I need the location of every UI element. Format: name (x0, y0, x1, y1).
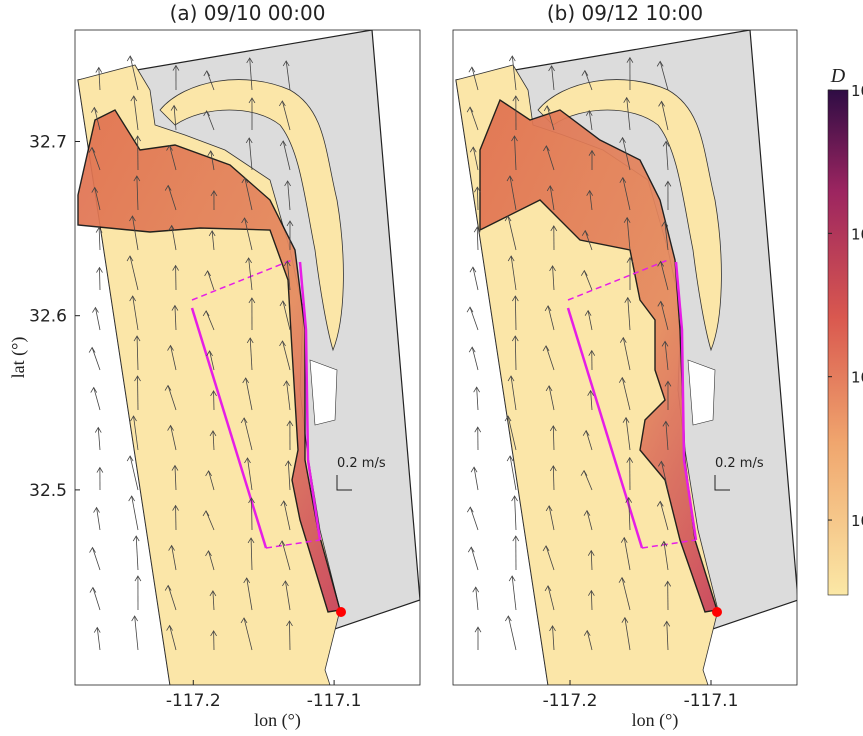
map-panel-b (453, 30, 798, 685)
arrow (289, 621, 290, 650)
source-point (336, 607, 346, 617)
y-tick-label: 32.6 (29, 307, 67, 327)
scale-label: 0.2 m/s (337, 456, 386, 471)
y-tick-label: 32.5 (29, 481, 67, 501)
arrow (99, 268, 100, 290)
colorbar-tick-label: 10⁻¹ (851, 82, 863, 100)
x-tick-label: -117.1 (307, 691, 362, 711)
x-tick-label: -117.1 (684, 691, 739, 711)
y-tick-label: 32.7 (29, 132, 67, 152)
colorbar-label: D (830, 65, 846, 87)
colorbar-tick-label: 10⁻² (851, 225, 863, 243)
x-tick-label: -117.2 (543, 691, 598, 711)
source-point (712, 607, 722, 617)
x-axis-label: lon (°) (254, 710, 301, 731)
colorbar (828, 90, 848, 595)
panel-title: (a) 09/10 00:00 (170, 1, 326, 25)
map-panel-a (75, 30, 420, 685)
colorbar-tick-label: 10⁻⁴ (851, 512, 863, 530)
scale-label: 0.2 m/s (715, 456, 764, 471)
colorbar-tick-label: 10⁻³ (851, 369, 863, 387)
y-axis-label: lat (°) (8, 337, 29, 379)
panel-title: (b) 09/12 10:00 (547, 1, 703, 25)
x-tick-label: -117.2 (166, 691, 221, 711)
x-axis-label: lon (°) (632, 710, 679, 731)
